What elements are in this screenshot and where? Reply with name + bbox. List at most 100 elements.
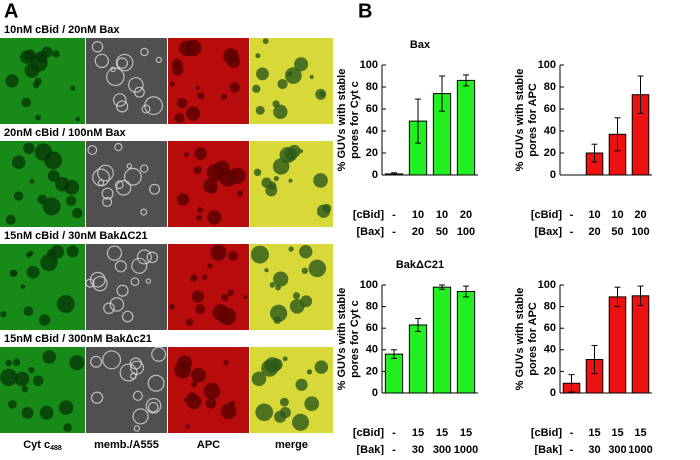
vesicle — [223, 48, 239, 64]
bar — [384, 353, 404, 394]
category-row-name: [Bak] — [356, 444, 384, 455]
vesicle — [223, 359, 229, 366]
vesicle — [47, 170, 60, 182]
column-label: merge — [275, 439, 308, 451]
y-tick-label: 100 — [360, 279, 378, 291]
y-tick-label: 40 — [366, 344, 378, 356]
vesicle — [221, 293, 229, 302]
x-tick-label: 20 — [588, 226, 600, 238]
vesicle — [176, 361, 183, 368]
vesicle — [132, 408, 149, 425]
vesicle — [140, 47, 149, 57]
x-tick-label: 15 — [412, 427, 424, 439]
vesicle — [151, 346, 167, 362]
vesicle — [146, 251, 159, 264]
vesicle — [21, 385, 29, 393]
vesicle — [5, 214, 16, 225]
vesicle — [90, 355, 103, 368]
bar — [432, 286, 452, 394]
vesicle — [131, 257, 148, 274]
x-tick-label: 100 — [457, 226, 475, 238]
y-tick-label: 20 — [366, 365, 378, 377]
column-label: Cyt c488 — [23, 439, 62, 452]
vesicle — [12, 358, 21, 367]
vesicle — [197, 92, 205, 100]
category-row-name: [cBid] — [353, 209, 385, 221]
y-tick-label: 60 — [544, 322, 556, 334]
vesicle — [193, 166, 202, 174]
vesicle — [140, 208, 148, 216]
x-tick-label: 10 — [588, 209, 600, 221]
y-axis-label: % GUVs with stable — [336, 69, 348, 172]
vesicle — [273, 175, 279, 182]
y-tick-label: 100 — [360, 59, 378, 71]
vesicle — [314, 360, 329, 374]
vesicle — [155, 56, 163, 64]
y-tick-label: 20 — [544, 147, 556, 159]
x-tick-label: 300 — [608, 444, 626, 455]
vesicle — [284, 147, 298, 162]
y-axis-label: pores for Cyt c — [349, 81, 361, 159]
column-label-text: Cyt c — [23, 439, 50, 451]
vesicle — [288, 246, 294, 252]
vesicle — [123, 167, 142, 186]
vesicle — [236, 190, 244, 197]
y-tick-label: 80 — [544, 81, 556, 93]
y-axis-label: % GUVs with stable — [514, 69, 526, 172]
vesicle — [32, 375, 44, 387]
vesicle — [116, 284, 129, 297]
vesicle — [26, 265, 40, 279]
vesicle — [94, 53, 109, 69]
vesicle — [292, 292, 301, 300]
vesicle — [56, 295, 75, 314]
vesicle — [195, 304, 206, 315]
vesicle — [72, 207, 83, 219]
vesicle — [136, 249, 152, 265]
vesicle — [256, 67, 269, 81]
vesicle — [106, 245, 123, 261]
row-label: 15nM cBid / 30nM BakΔC21 — [4, 230, 148, 242]
vesicle — [92, 168, 110, 187]
x-tick-label: 1000 — [454, 444, 478, 455]
vesicle — [190, 274, 198, 282]
x-tick-label: 50 — [436, 226, 448, 238]
vesicle — [40, 253, 58, 272]
x-tick-label: - — [392, 427, 396, 439]
x-tick-label: - — [570, 427, 574, 439]
vesicle — [262, 38, 269, 44]
x-tick-label: 15 — [588, 427, 600, 439]
vesicle — [255, 53, 261, 59]
y-tick-label: 0 — [550, 169, 556, 181]
x-tick-label: - — [392, 209, 396, 221]
column-label: memb./A555 — [94, 439, 159, 451]
vesicle — [13, 191, 24, 201]
y-tick-label: 80 — [544, 301, 556, 313]
vesicle — [58, 400, 74, 415]
chart-title: BakΔC21 — [396, 259, 444, 271]
vesicle — [69, 355, 85, 371]
bar — [456, 79, 476, 176]
vesicle — [102, 350, 122, 370]
x-tick-label: 15 — [634, 427, 646, 439]
vesicle — [0, 368, 18, 386]
vesicle — [207, 210, 222, 225]
vesicle — [90, 391, 104, 404]
vesicle — [101, 187, 114, 200]
y-tick-label: 20 — [366, 147, 378, 159]
vesicle — [24, 62, 40, 78]
vesicle — [132, 390, 143, 401]
vesicle — [55, 176, 70, 192]
y-tick-label: 40 — [544, 125, 556, 137]
y-tick-label: 60 — [366, 103, 378, 115]
vesicle — [285, 67, 302, 84]
bar — [408, 324, 428, 394]
vesicle — [26, 252, 32, 258]
vesicle — [75, 116, 81, 122]
vesicle — [42, 197, 61, 216]
vesicle — [201, 274, 208, 280]
x-tick-label: 30 — [588, 444, 600, 455]
vesicle — [144, 96, 163, 116]
vesicle — [38, 314, 51, 326]
vesicle — [5, 359, 13, 367]
vesicle — [206, 163, 225, 182]
